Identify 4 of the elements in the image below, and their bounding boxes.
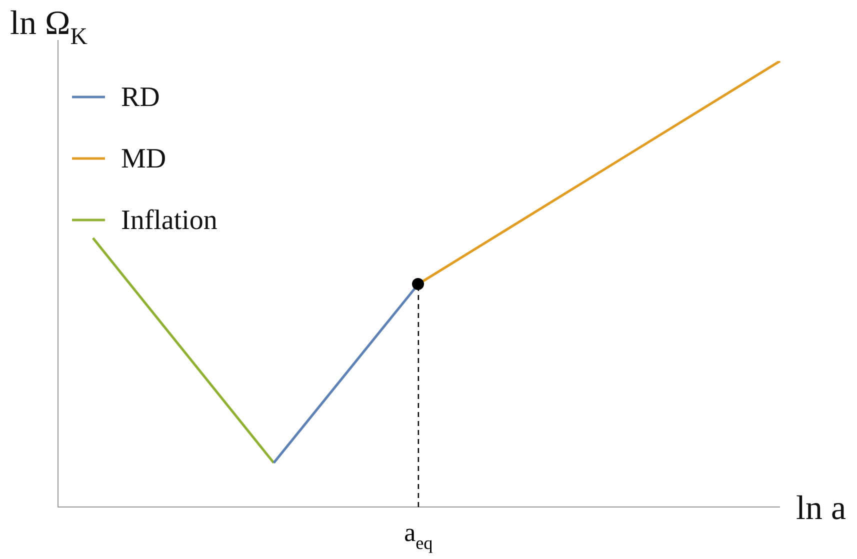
legend-label: RD — [121, 82, 160, 113]
legend-label: Inflation — [121, 205, 218, 236]
x-axis-title: ln a — [796, 490, 846, 527]
legend-label: MD — [121, 144, 166, 174]
